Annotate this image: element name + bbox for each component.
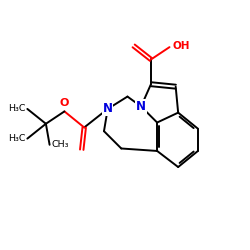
Text: N: N [136,100,146,113]
Text: O: O [60,98,69,108]
Text: H₃C: H₃C [8,104,25,114]
Text: N: N [103,102,113,116]
Text: CH₃: CH₃ [52,140,69,149]
Text: H₃C: H₃C [8,134,25,143]
Text: OH: OH [172,41,190,51]
